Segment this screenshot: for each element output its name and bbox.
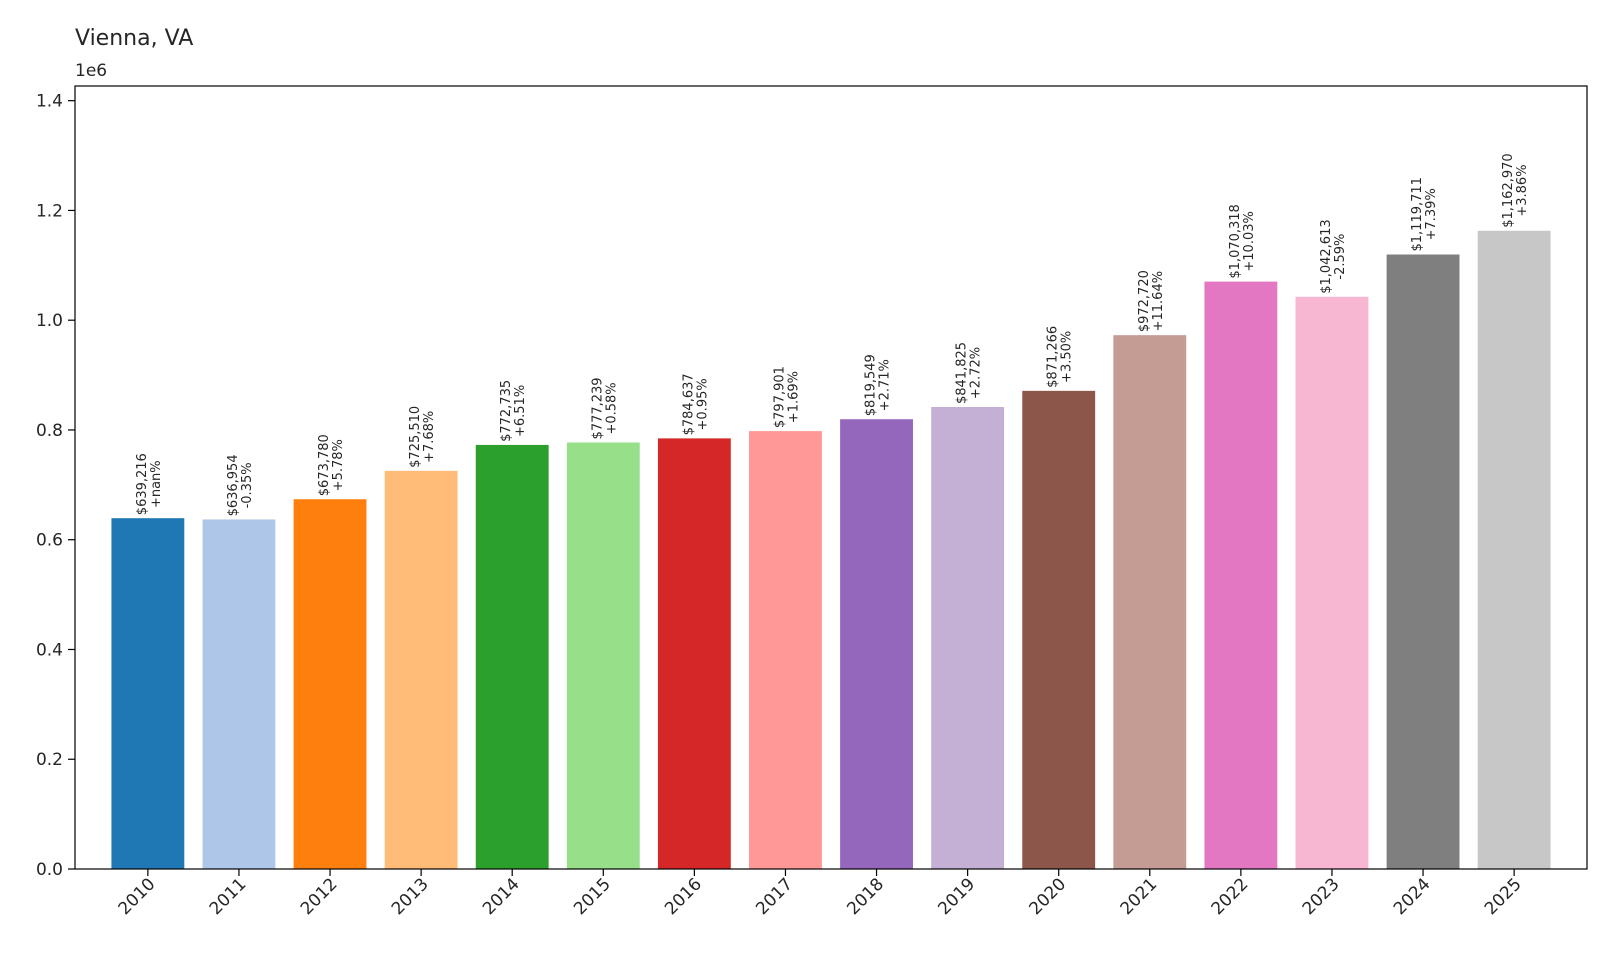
- bar-value-label: $784,637: [681, 373, 696, 435]
- chart-title: Vienna, VA: [75, 26, 193, 51]
- bar-2013: [384, 470, 458, 869]
- bar-2016: [657, 438, 731, 869]
- bar-label-2017: $797,901 +1.69%: [772, 366, 801, 428]
- bar-change-label: +1.69%: [786, 371, 801, 423]
- y-tick-label: 1.0: [36, 311, 63, 331]
- bar-change-label: +7.68%: [422, 411, 437, 463]
- x-tick-label: 2014: [479, 874, 524, 919]
- x-tick-label: 2015: [570, 874, 615, 919]
- bar-2025: [1477, 230, 1551, 869]
- bar-change-label: -2.59%: [1333, 234, 1348, 280]
- x-tick-label: 2010: [115, 874, 160, 919]
- x-tick-label: 2022: [1208, 874, 1253, 919]
- x-tick-label: 2024: [1390, 874, 1435, 919]
- y-tick-label: 0.0: [36, 860, 63, 880]
- x-tick-label: 2018: [843, 874, 888, 919]
- bar-value-label: $725,510: [408, 406, 423, 468]
- y-axis-offset-label: 1e6: [75, 61, 107, 81]
- y-axis: 0.0 0.2 0.4 0.6 0.8 1.0 1.2 1.4: [36, 92, 75, 880]
- bar-2010: [111, 518, 185, 869]
- y-tick-label: 0.8: [36, 421, 63, 441]
- bar-2022: [1204, 281, 1278, 869]
- x-tick-label: 2021: [1117, 874, 1162, 919]
- bar-2024: [1386, 254, 1460, 870]
- bar-2018: [840, 419, 913, 869]
- bar-value-label: $636,954: [226, 454, 241, 516]
- bar-value-label: $841,825: [955, 342, 970, 404]
- bar-value-label: $772,735: [499, 380, 514, 442]
- bar-value-label: $1,119,711: [1410, 177, 1425, 251]
- x-axis: 2010 2011 2012 2013 2014 2015 2016 2017 2018 2019…: [115, 869, 1526, 919]
- bar-2019: [931, 407, 1005, 869]
- x-tick-label: 2016: [661, 874, 706, 919]
- y-tick-label: 1.4: [36, 92, 63, 112]
- bar-label-2022: $1,070,318 +10.03%: [1228, 204, 1257, 278]
- plot-frame: [74, 85, 1588, 870]
- y-tick-label: 0.4: [36, 640, 63, 660]
- bar-label-2010: $639,216 +nan%: [135, 453, 164, 515]
- x-tick-label: 2025: [1481, 874, 1526, 919]
- bar-label-2012: $673,780 +5.78%: [317, 434, 346, 496]
- bar-change-label: +2.72%: [969, 347, 984, 399]
- bar-label-2014: $772,735 +6.51%: [499, 380, 528, 442]
- bar-label-2016: $784,637 +0.95%: [681, 373, 710, 435]
- bar-2015: [566, 442, 640, 869]
- bar-change-label: +3.50%: [1060, 331, 1075, 383]
- bar-label-2019: $841,825 +2.72%: [955, 342, 984, 404]
- bar-change-label: +6.51%: [513, 385, 528, 437]
- bar-change-label: +0.58%: [604, 382, 619, 434]
- bar-change-label: +5.78%: [331, 439, 346, 491]
- bar-2020: [1022, 390, 1096, 869]
- y-tick-label: 1.2: [36, 201, 63, 221]
- bar-label-2025: $1,162,970 +3.86%: [1501, 153, 1530, 227]
- bar-change-label: +0.95%: [695, 378, 710, 430]
- bar-2014: [475, 444, 549, 869]
- bar-change-label: +10.03%: [1242, 211, 1257, 271]
- x-tick-label: 2023: [1299, 874, 1344, 919]
- bar-value-label: $673,780: [317, 434, 332, 496]
- bar-label-2018: $819,549 +2.71%: [864, 354, 893, 416]
- y-tick-label: 0.2: [36, 750, 63, 770]
- bar-change-label: +11.64%: [1151, 271, 1166, 331]
- bar-2021: [1113, 335, 1187, 869]
- bar-label-2013: $725,510 +7.68%: [408, 406, 437, 468]
- bar-2011: [202, 519, 276, 869]
- bar-value-label: $871,266: [1046, 326, 1061, 388]
- bar-change-label: -0.35%: [240, 462, 255, 508]
- bar-2023: [1295, 296, 1369, 869]
- bar-value-label: $639,216: [135, 453, 150, 515]
- bar-2017: [749, 431, 822, 869]
- bar-value-label: $819,549: [864, 354, 879, 416]
- x-tick-label: 2020: [1026, 874, 1071, 919]
- bar-label-2021: $972,720 +11.64%: [1137, 270, 1166, 332]
- bar-value-label: $777,239: [590, 377, 605, 439]
- bar-value-label: $972,720: [1137, 270, 1152, 332]
- bar-label-2024: $1,119,711 +7.39%: [1410, 177, 1439, 251]
- x-tick-label: 2017: [752, 874, 797, 919]
- bar-value-label: $1,162,970: [1501, 153, 1516, 227]
- y-tick-label: 0.6: [36, 531, 63, 551]
- x-tick-label: 2019: [934, 874, 979, 919]
- bar-value-label: $797,901: [772, 366, 787, 428]
- bar-change-label: +7.39%: [1424, 188, 1439, 240]
- x-tick-label: 2013: [388, 874, 433, 919]
- bar-label-2023: $1,042,613 -2.59%: [1319, 219, 1348, 293]
- x-tick-label: 2012: [297, 874, 342, 919]
- bar-label-2020: $871,266 +3.50%: [1046, 326, 1075, 388]
- x-tick-label: 2011: [206, 874, 251, 919]
- bar-value-label: $1,070,318: [1228, 204, 1243, 278]
- bar-2012: [293, 499, 367, 869]
- bar-label-2011: $636,954 -0.35%: [226, 454, 255, 516]
- bar-value-label: $1,042,613: [1319, 219, 1334, 293]
- bar-label-2015: $777,239 +0.58%: [590, 377, 619, 439]
- bar-change-label: +2.71%: [878, 359, 893, 411]
- bar-change-label: +3.86%: [1515, 164, 1530, 216]
- bar-change-label: +nan%: [149, 460, 164, 508]
- bars-group: $639,216 +nan% $636,954 -0.35% $673,780 +5.78…: [111, 153, 1551, 870]
